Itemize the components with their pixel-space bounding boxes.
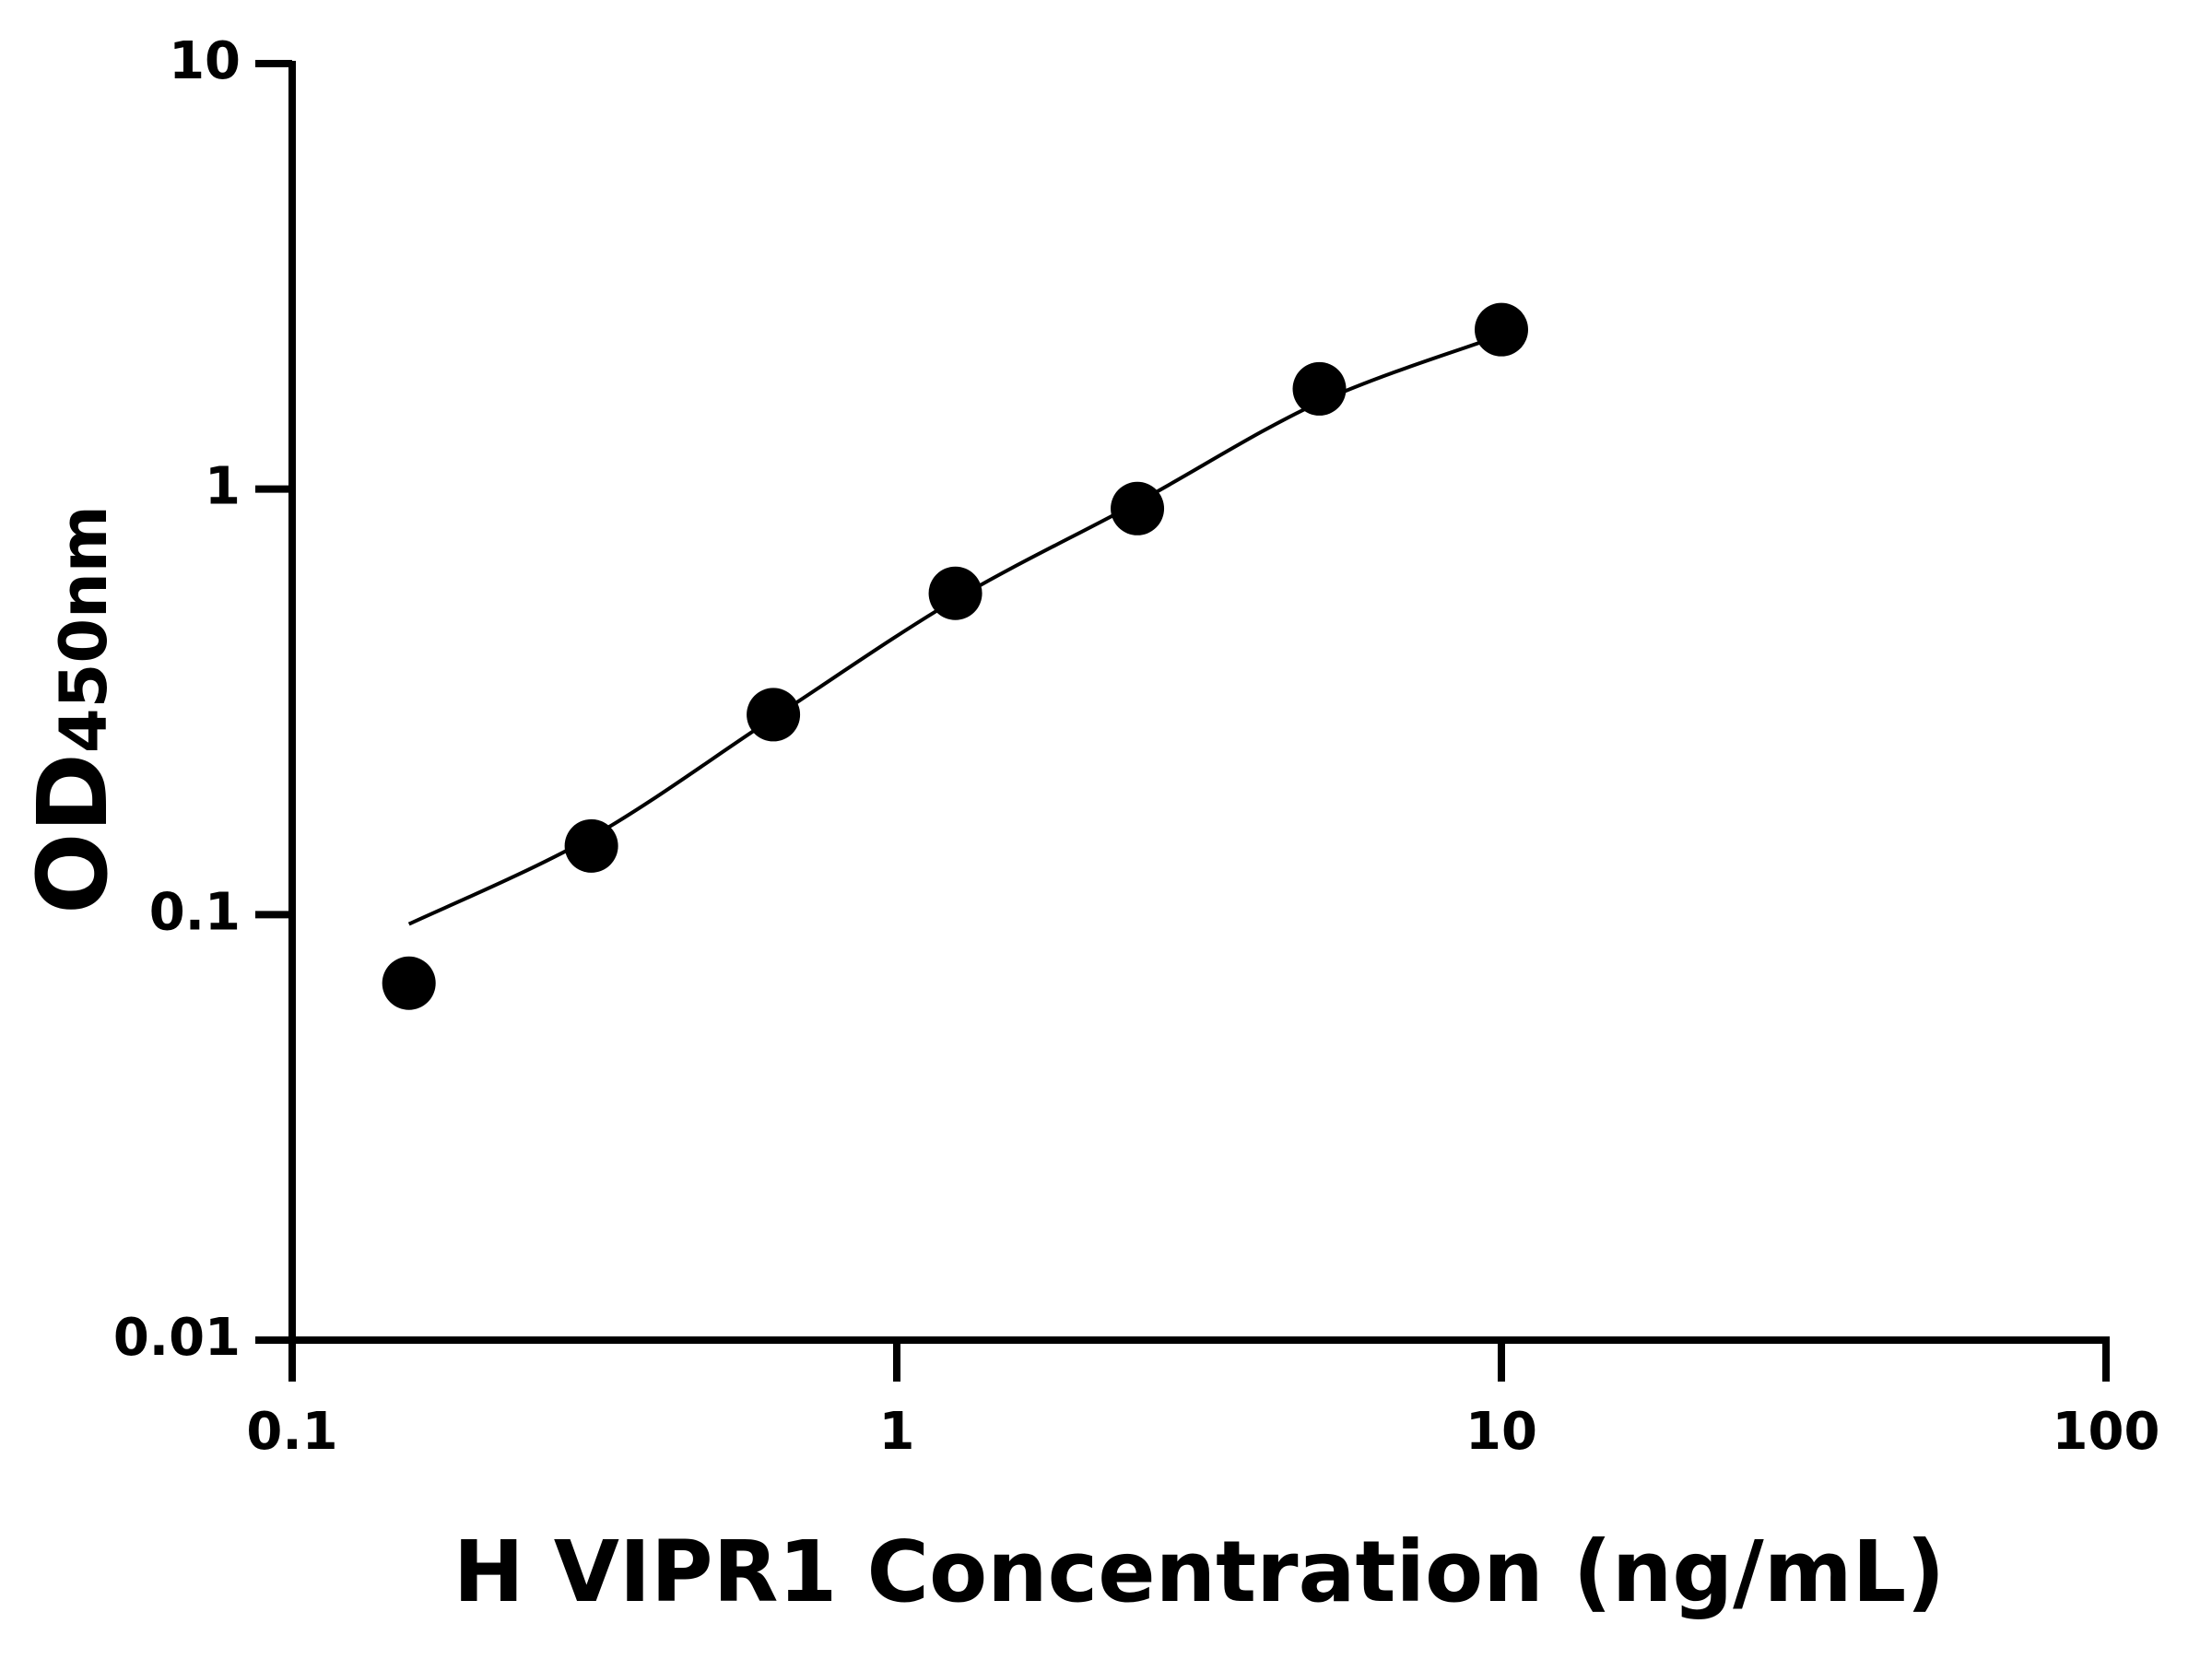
y-tick-label: 0.1: [149, 882, 241, 942]
data-point: [1475, 302, 1528, 357]
data-point: [928, 566, 982, 620]
x-tick-label: 0.1: [246, 1402, 337, 1462]
y-tick-label: 10: [169, 31, 241, 91]
data-point: [1292, 361, 1347, 416]
x-axis-title: H VIPR1 Concentration (ng/mL): [453, 1523, 1946, 1621]
data-points: [382, 302, 1528, 1010]
y-tick-label: 1: [205, 457, 241, 517]
y-axis-title-main: OD: [17, 753, 129, 914]
data-point: [564, 818, 618, 873]
x-tick-label: 100: [2053, 1402, 2160, 1462]
y-axis-title: OD450nm: [17, 505, 129, 914]
y-axis-title-sub: 450nm: [46, 505, 122, 753]
y-tick-label: 0.01: [113, 1308, 241, 1368]
data-point: [1111, 481, 1165, 535]
data-point: [747, 688, 801, 742]
x-tick-label: 1: [879, 1402, 915, 1462]
data-point: [382, 956, 436, 1010]
x-tick-label: 10: [1465, 1402, 1537, 1462]
